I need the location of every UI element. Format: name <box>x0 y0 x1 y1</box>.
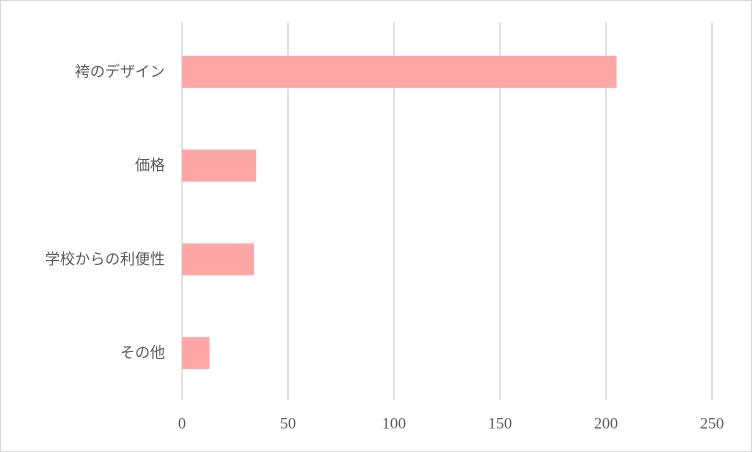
x-tick-label: 50 <box>280 416 296 433</box>
x-tick-label: 100 <box>382 416 406 433</box>
x-tick-label: 150 <box>488 416 512 433</box>
y-tick-label: 価格 <box>135 156 165 174</box>
y-tick-label: その他 <box>120 344 165 362</box>
y-tick-label: 袴のデザイン <box>75 62 165 80</box>
bar <box>182 243 255 276</box>
bar <box>182 149 257 182</box>
bar <box>182 337 210 370</box>
x-tick-label: 250 <box>700 416 724 433</box>
x-tick-label: 200 <box>594 416 618 433</box>
x-tick-label: 0 <box>178 416 186 433</box>
bar <box>182 55 617 88</box>
y-tick-label: 学校からの利便性 <box>45 250 165 268</box>
